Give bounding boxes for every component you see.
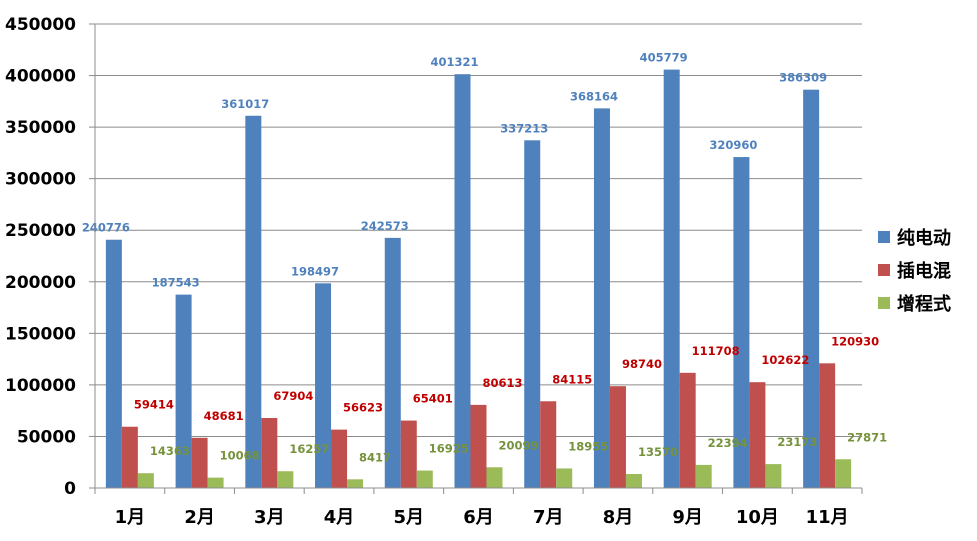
y-tick-label: 50000	[17, 427, 76, 447]
y-tick-label: 150000	[5, 324, 76, 344]
data-label: 22394	[708, 436, 748, 450]
bar-2	[400, 420, 417, 488]
bar-1	[315, 283, 332, 488]
data-label: 10068	[220, 449, 260, 463]
data-label: 59414	[134, 398, 174, 412]
data-label: 20099	[499, 438, 539, 452]
category-label: 1月	[115, 507, 146, 528]
bar-2	[540, 401, 557, 488]
data-label: 13570	[638, 445, 678, 459]
data-label: 18955	[568, 439, 608, 453]
bar-3	[137, 473, 154, 488]
bar-2	[121, 426, 138, 488]
bar-2	[749, 382, 766, 488]
data-label: 98740	[622, 357, 662, 371]
bar-3	[835, 459, 852, 488]
bar-2	[819, 363, 836, 488]
category-label: 9月	[672, 507, 703, 528]
category-label: 6月	[463, 507, 494, 528]
y-tick-label: 300000	[5, 170, 76, 190]
data-label: 16925	[429, 442, 469, 456]
data-label: 102622	[761, 353, 809, 367]
bar-3	[625, 474, 642, 488]
data-label: 56623	[343, 401, 383, 415]
data-label: 80613	[483, 376, 523, 390]
data-label: 27871	[847, 430, 887, 444]
bar-3	[207, 477, 224, 488]
y-tick-label: 400000	[5, 67, 76, 87]
y-tick-label: 250000	[5, 221, 76, 241]
bar-2	[331, 429, 348, 488]
y-tick-label: 350000	[5, 118, 76, 138]
bar-2	[470, 404, 487, 488]
data-label: 368164	[570, 89, 618, 103]
bar-3	[486, 467, 503, 488]
y-tick-label: 0	[64, 479, 76, 499]
bar-3	[416, 470, 433, 488]
data-label: 401321	[430, 55, 478, 69]
data-label: 242573	[361, 219, 409, 233]
legend-label: 增程式	[897, 293, 951, 315]
legend-swatch	[878, 264, 890, 276]
data-label: 67904	[273, 389, 313, 403]
data-label: 23173	[777, 435, 817, 449]
legend-label: 纯电动	[897, 227, 951, 249]
category-label: 4月	[324, 507, 355, 528]
legend-swatch	[878, 297, 890, 309]
y-tick-label: 100000	[5, 376, 76, 396]
data-label: 48681	[204, 409, 244, 423]
category-label: 10月	[736, 507, 779, 528]
bar-1	[454, 74, 471, 489]
bar-1	[663, 69, 680, 488]
data-label: 14363	[150, 444, 190, 458]
bar-2	[261, 417, 278, 488]
category-label: 5月	[394, 507, 425, 528]
data-label: 386309	[779, 71, 827, 85]
data-label: 361017	[221, 97, 269, 111]
bar-1	[245, 115, 262, 489]
data-label: 84115	[552, 372, 592, 386]
bar-2	[609, 386, 626, 488]
data-label: 337213	[500, 121, 548, 135]
bar-1	[733, 157, 750, 489]
data-label: 187543	[152, 276, 200, 290]
data-label: 198497	[291, 264, 339, 278]
y-tick-label: 200000	[5, 273, 76, 293]
legend-label: 插电混	[897, 260, 951, 282]
bar-1	[105, 239, 122, 488]
data-label: 320960	[709, 138, 757, 152]
category-label: 3月	[254, 507, 285, 528]
category-label: 11月	[806, 507, 849, 528]
bar-3	[347, 479, 364, 488]
data-label: 111708	[692, 344, 740, 358]
bar-1	[524, 140, 541, 488]
bar-1	[384, 237, 401, 488]
data-label: 16257	[289, 442, 329, 456]
category-label: 2月	[184, 507, 215, 528]
category-label: 8月	[603, 507, 634, 528]
data-label: 405779	[640, 51, 688, 65]
bar-1	[803, 89, 820, 489]
legend-swatch	[878, 231, 890, 243]
bar-3	[556, 468, 573, 488]
category-label: 7月	[533, 507, 564, 528]
data-label: 65401	[413, 392, 453, 406]
bar-3	[695, 464, 712, 488]
bar-1	[593, 108, 610, 488]
bar-2	[679, 372, 696, 488]
data-label: 120930	[831, 334, 879, 348]
bar-1	[175, 294, 192, 488]
y-tick-label: 450000	[5, 15, 76, 35]
data-label: 8417	[359, 450, 391, 464]
bar-3	[765, 464, 782, 488]
bar-3	[277, 471, 294, 488]
data-label: 240776	[82, 221, 130, 235]
bar-2	[191, 437, 208, 488]
